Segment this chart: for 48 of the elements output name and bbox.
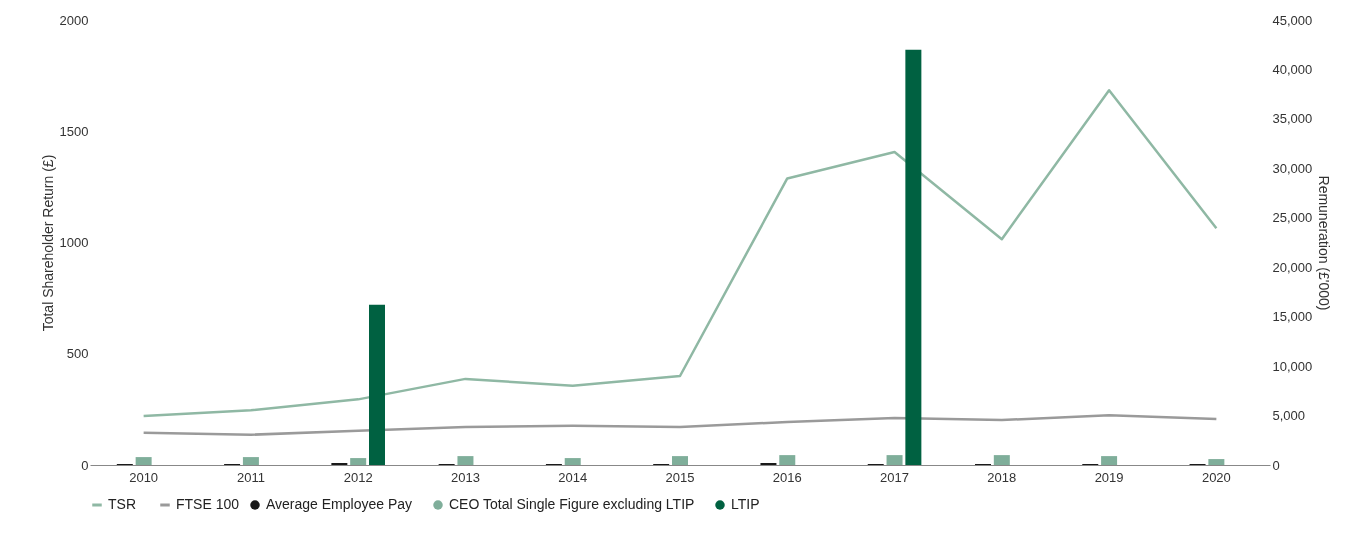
y-tick-label: 1500 (59, 123, 89, 139)
y-tick-label: 0 (81, 457, 89, 473)
x-tick-label: 2016 (772, 469, 802, 485)
y-tick-label: 2000 (59, 12, 89, 28)
x-tick-label: 2018 (987, 469, 1017, 485)
line-series (142, 89, 1218, 418)
bar (242, 457, 259, 465)
y2-tick-label: 30,000 (1272, 160, 1313, 176)
x-tick-label: 2012 (343, 469, 373, 485)
x-tick-label: 2019 (1094, 469, 1124, 485)
legend-label: TSR (108, 496, 136, 512)
bar (905, 49, 922, 465)
x-tick-label: 2015 (665, 469, 695, 485)
y2-axis-title: Remuneration (£'000) (1316, 175, 1333, 311)
legend-label: Average Employee Pay (266, 496, 413, 512)
x-tick-label: 2010 (129, 469, 159, 485)
y2-tick-label: 35,000 (1272, 111, 1313, 127)
y-tick-label: 500 (66, 346, 89, 362)
x-tick-label: 2017 (880, 469, 910, 485)
bar (1208, 459, 1225, 465)
x-tick-label: 2011 (236, 469, 265, 485)
bar (350, 458, 367, 465)
y2-tick-label: 0 (1272, 457, 1280, 473)
bar (672, 456, 688, 465)
bar (1101, 456, 1118, 465)
bar (457, 456, 474, 465)
bar (886, 455, 903, 465)
legend-label: LTIP (731, 496, 760, 512)
y2-tick-label: 15,000 (1272, 309, 1313, 325)
bar (135, 457, 152, 465)
y-tick-label: 1000 (59, 235, 89, 250)
y2-tick-label: 20,000 (1272, 259, 1313, 275)
bar (993, 455, 1010, 465)
y2-tick-label: 45,000 (1272, 12, 1313, 28)
y2-tick-label: 10,000 (1272, 358, 1313, 374)
bar (564, 458, 581, 465)
y2-tick-label: 25,000 (1272, 210, 1313, 226)
line-series (142, 413, 1218, 436)
x-tick-label: 2020 (1201, 469, 1231, 485)
x-tick-label: 2013 (450, 469, 480, 485)
legend-label: FTSE 100 (176, 496, 240, 512)
legend-label: CEO Total Single Figure excluding LTIP (449, 496, 695, 512)
bar (369, 304, 385, 465)
x-tick-label: 2014 (558, 469, 588, 485)
y2-tick-label: 5,000 (1272, 408, 1306, 424)
y-axis-title: Total Shareholder Return (£) (39, 154, 56, 332)
bar (779, 455, 796, 465)
y2-tick-label: 40,000 (1272, 61, 1313, 77)
